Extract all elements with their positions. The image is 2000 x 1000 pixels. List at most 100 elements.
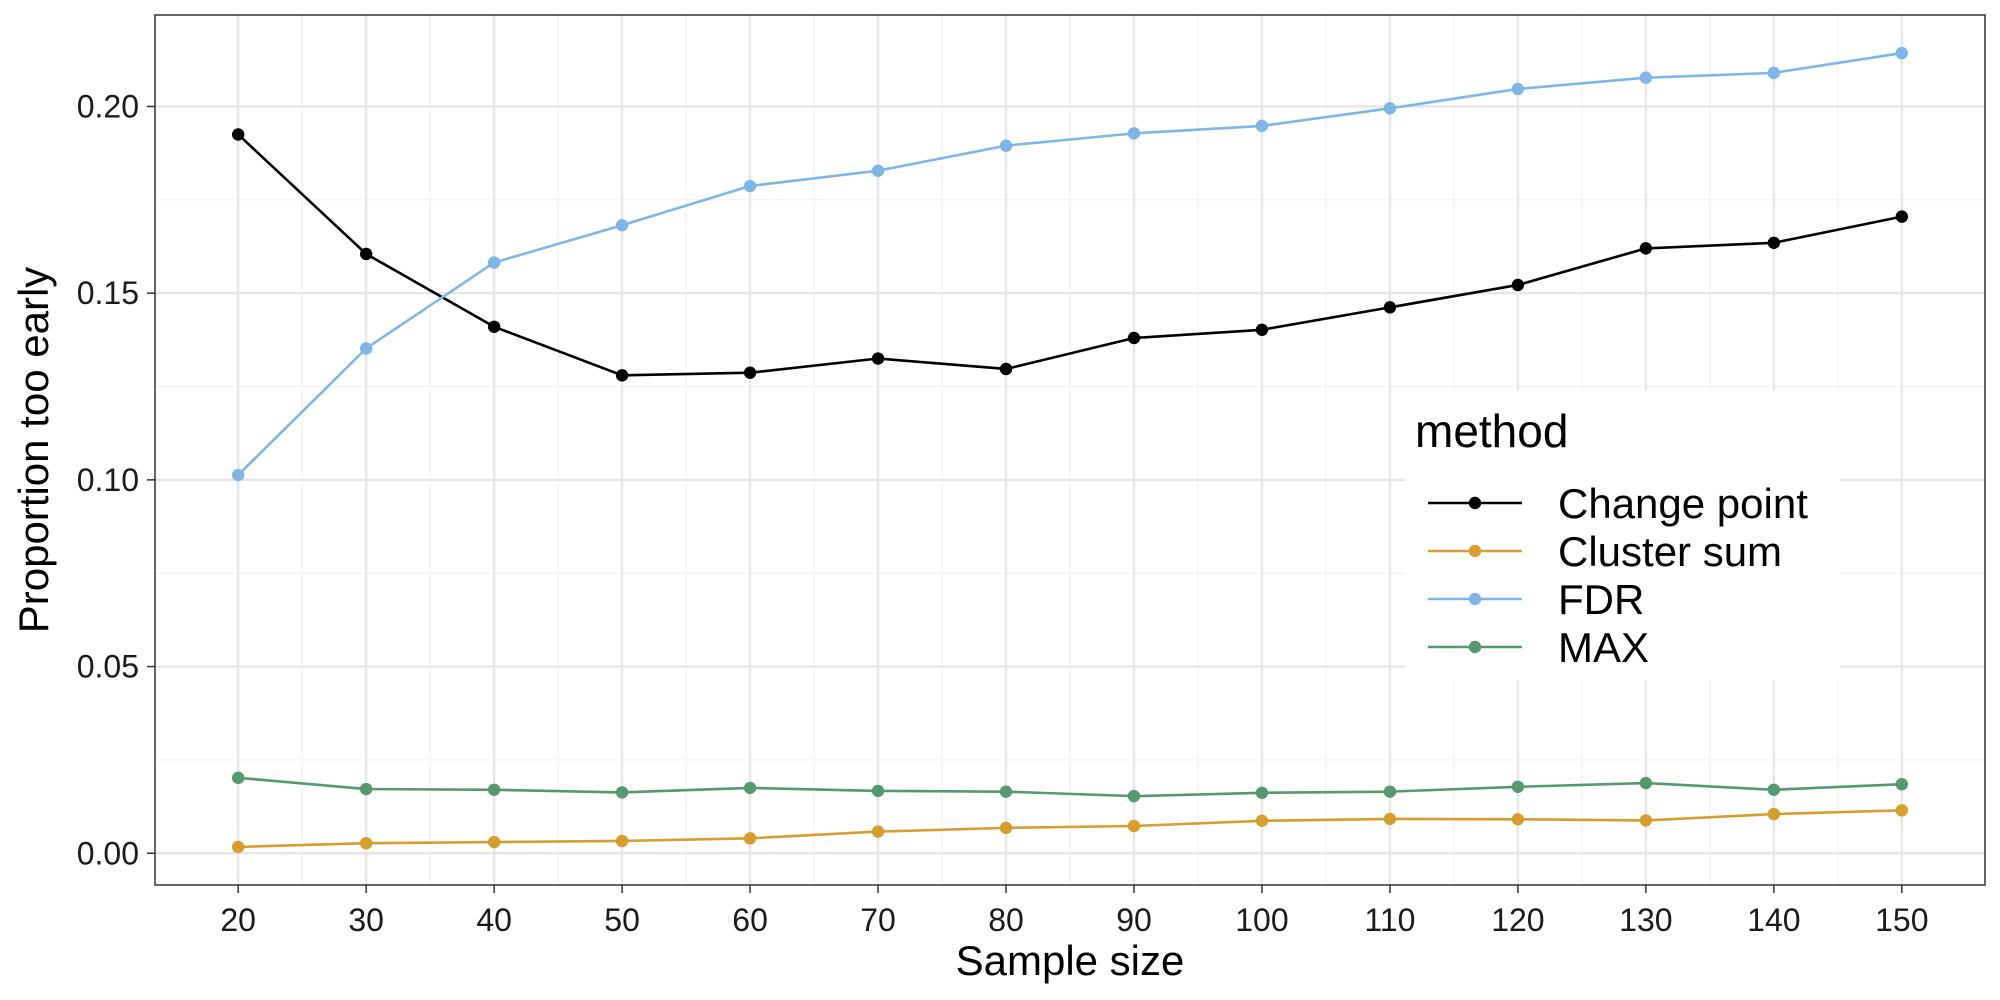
data-point-max xyxy=(1383,785,1397,798)
legend-item-change-point: Change point xyxy=(1428,480,1808,527)
data-point-cluster-sum xyxy=(1639,814,1653,827)
data-point-max xyxy=(1255,786,1269,799)
y-axis-title: Proportion too early xyxy=(10,267,57,634)
data-point-max xyxy=(1639,776,1653,790)
legend-label: FDR xyxy=(1558,576,1644,623)
data-point-fdr xyxy=(1383,102,1397,115)
data-point-change-point xyxy=(487,320,501,333)
legend-item-fdr: FDR xyxy=(1428,576,1644,623)
series-line-cluster-sum xyxy=(238,809,1902,849)
data-point-change-point xyxy=(1639,242,1653,255)
x-tick-label: 50 xyxy=(604,902,640,938)
data-point-max xyxy=(487,783,501,796)
series-cluster-sum xyxy=(231,804,1909,854)
x-tick-label: 140 xyxy=(1747,902,1800,938)
data-point-change-point xyxy=(231,128,245,141)
series-change-point xyxy=(231,128,1909,382)
legend-item-max: MAX xyxy=(1428,624,1649,671)
data-point-change-point xyxy=(743,366,757,379)
data-point-cluster-sum xyxy=(1383,812,1397,826)
data-point-fdr xyxy=(359,342,373,355)
data-point-change-point xyxy=(999,362,1013,376)
x-tick-label: 70 xyxy=(860,902,896,938)
y-tick-label: 0.00 xyxy=(77,835,139,871)
data-point-cluster-sum xyxy=(1127,819,1141,833)
data-point-fdr xyxy=(1127,127,1141,140)
data-point-cluster-sum xyxy=(871,825,885,838)
data-point-fdr xyxy=(1255,119,1269,133)
legend-key-point xyxy=(1468,496,1482,510)
x-tick-label: 40 xyxy=(476,902,512,938)
data-point-cluster-sum xyxy=(1255,814,1269,827)
data-point-max xyxy=(999,785,1013,798)
data-point-fdr xyxy=(743,179,757,193)
data-point-change-point xyxy=(1895,210,1909,223)
legend-key-point xyxy=(1468,544,1482,558)
data-point-change-point xyxy=(359,247,373,261)
y-axis: 0.00 0.05 0.10 0.15 0.20 xyxy=(77,88,155,871)
data-point-max xyxy=(1511,780,1525,793)
series-line-max xyxy=(238,776,1902,798)
data-point-fdr xyxy=(615,219,629,232)
x-axis: 20 30 40 50 60 70 80 90 100 110 120 130 140 150 xyxy=(220,885,1929,938)
legend-label: MAX xyxy=(1558,624,1649,671)
data-point-change-point xyxy=(1511,278,1525,292)
data-point-cluster-sum xyxy=(359,836,373,850)
legend-item-cluster-sum: Cluster sum xyxy=(1428,528,1782,575)
data-point-fdr xyxy=(231,468,245,482)
data-point-cluster-sum xyxy=(999,821,1013,835)
x-tick-label: 30 xyxy=(348,902,384,938)
legend-label: Cluster sum xyxy=(1558,528,1782,575)
legend-key-point xyxy=(1468,592,1482,606)
data-point-change-point xyxy=(1255,323,1269,336)
x-tick-label: 120 xyxy=(1491,902,1544,938)
x-tick-label: 60 xyxy=(732,902,768,938)
data-point-max xyxy=(1767,783,1781,796)
data-point-cluster-sum xyxy=(615,834,629,848)
series-layer xyxy=(231,46,1909,854)
data-point-fdr xyxy=(871,164,885,177)
data-point-max xyxy=(615,786,629,799)
data-point-max xyxy=(1895,777,1909,791)
data-point-max xyxy=(1127,789,1141,803)
y-tick-label: 0.10 xyxy=(77,462,139,498)
series-max xyxy=(231,771,1909,803)
legend-label: Change point xyxy=(1558,480,1808,527)
x-tick-label: 100 xyxy=(1235,902,1288,938)
data-point-cluster-sum xyxy=(1895,804,1909,817)
data-point-change-point xyxy=(871,352,885,365)
data-point-cluster-sum xyxy=(743,832,757,845)
y-tick-label: 0.15 xyxy=(77,275,139,311)
x-tick-label: 90 xyxy=(1116,902,1152,938)
data-point-cluster-sum xyxy=(1511,813,1525,826)
series-fdr xyxy=(231,46,1909,482)
data-point-change-point xyxy=(1127,331,1141,345)
y-tick-label: 0.05 xyxy=(77,649,139,685)
data-point-max xyxy=(231,771,245,785)
series-line-fdr xyxy=(237,51,1903,476)
data-point-max xyxy=(871,784,885,798)
data-point-fdr xyxy=(1511,82,1525,96)
data-point-fdr xyxy=(487,256,501,269)
data-point-change-point xyxy=(1383,301,1397,314)
data-point-change-point xyxy=(1767,236,1781,249)
data-point-cluster-sum xyxy=(1767,807,1781,821)
series-line-change-point xyxy=(237,133,1903,377)
legend-background xyxy=(1405,390,1840,680)
data-point-fdr xyxy=(1767,66,1781,80)
data-point-change-point xyxy=(615,369,629,382)
x-tick-label: 80 xyxy=(988,902,1024,938)
data-point-cluster-sum xyxy=(231,840,245,854)
data-point-fdr xyxy=(1639,71,1653,84)
data-point-max xyxy=(359,782,373,796)
data-point-max xyxy=(743,781,757,795)
x-tick-label: 130 xyxy=(1619,902,1672,938)
plot-border xyxy=(154,14,1986,886)
x-tick-label: 150 xyxy=(1875,902,1928,938)
x-tick-label: 110 xyxy=(1364,902,1415,938)
legend-title: method xyxy=(1415,405,1568,457)
x-tick-label: 20 xyxy=(220,902,256,938)
